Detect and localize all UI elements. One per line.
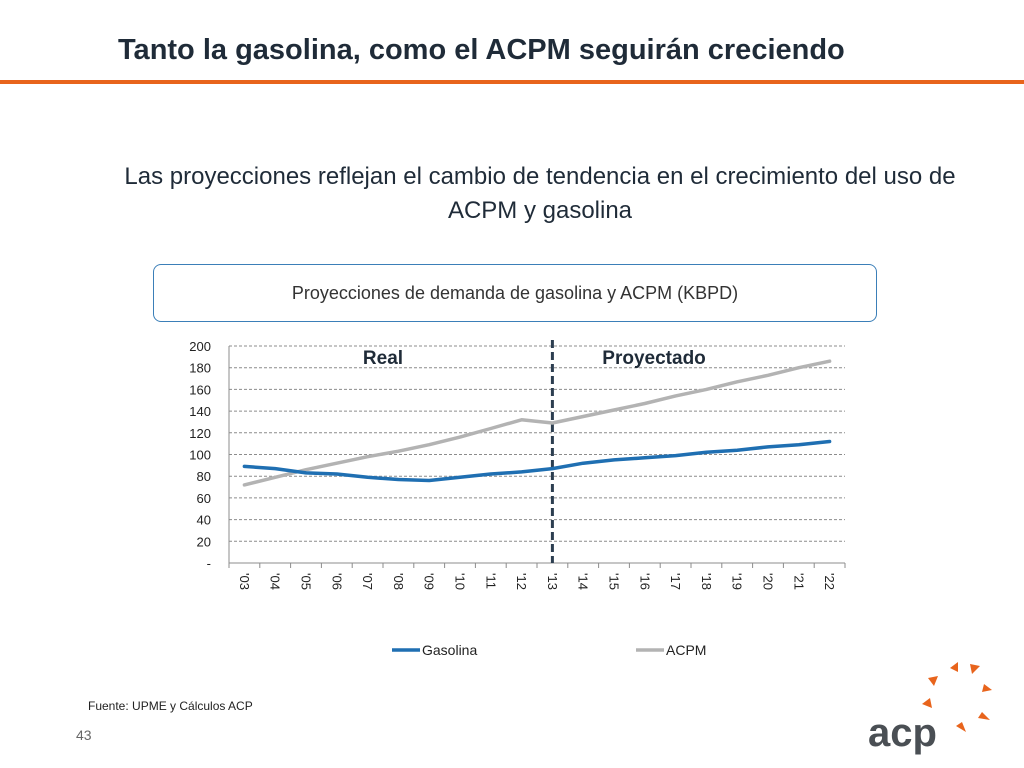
sun-mark-icon	[922, 662, 992, 732]
chart-title: Proyecciones de demanda de gasolina y AC…	[291, 282, 739, 303]
logo-text: acp	[868, 711, 937, 755]
x-tick-label: '22	[822, 573, 837, 590]
x-tick-label: '07	[360, 573, 375, 590]
y-tick-label: 180	[189, 361, 211, 376]
x-tick-label: '06	[329, 573, 344, 590]
title-divider	[0, 80, 1024, 84]
x-tick-label: '08	[391, 573, 406, 590]
x-tick-label: '16	[637, 573, 652, 590]
x-tick-label: '11	[483, 573, 498, 589]
annotation-real: Real	[363, 348, 403, 369]
x-tick-label: '13	[545, 573, 560, 590]
y-tick-label: 20	[197, 534, 211, 549]
y-tick-label: 60	[197, 491, 211, 506]
x-tick-label: '04	[268, 573, 283, 590]
slide-subtitle: Las proyecciones reflejan el cambio de t…	[124, 163, 956, 224]
x-tick-label: '05	[298, 573, 313, 590]
acp-logo: acp	[868, 662, 992, 755]
x-tick-label: '17	[668, 573, 683, 590]
x-tick-label: '20	[760, 573, 775, 590]
y-tick-label: 140	[189, 404, 211, 419]
x-tick-label: '10	[452, 573, 467, 590]
y-tick-label: 40	[197, 513, 211, 528]
page-number: 43	[76, 727, 92, 743]
series-line-gasolina	[242, 439, 832, 483]
annotation-proyectado: Proyectado	[602, 348, 705, 369]
legend-label-acpm: ACPM	[666, 642, 706, 658]
y-tick-label: 120	[189, 426, 211, 441]
y-tick-label: 160	[189, 382, 211, 397]
y-tick-label: 80	[197, 469, 211, 484]
x-tick-label: '21	[791, 573, 806, 590]
x-tick-label: '14	[576, 573, 591, 590]
x-tick-label: '03	[237, 573, 252, 590]
x-tick-label: '15	[606, 573, 621, 590]
slide-title: Tanto la gasolina, como el ACPM seguirán…	[118, 34, 845, 66]
y-tick-label: 200	[189, 339, 211, 354]
series-line-acpm	[242, 359, 832, 487]
y-tick-label: 100	[189, 448, 211, 463]
y-tick-label: -	[207, 556, 211, 571]
x-tick-label: '19	[730, 573, 745, 590]
x-tick-label: '18	[699, 573, 714, 590]
legend-label-gasolina: Gasolina	[422, 642, 477, 658]
chart-title-box: Proyecciones de demanda de gasolina y AC…	[153, 264, 877, 322]
x-tick-label: '12	[514, 573, 529, 590]
source-note: Fuente: UPME y Cálculos ACP	[88, 699, 253, 713]
x-tick-label: '09	[422, 573, 437, 590]
